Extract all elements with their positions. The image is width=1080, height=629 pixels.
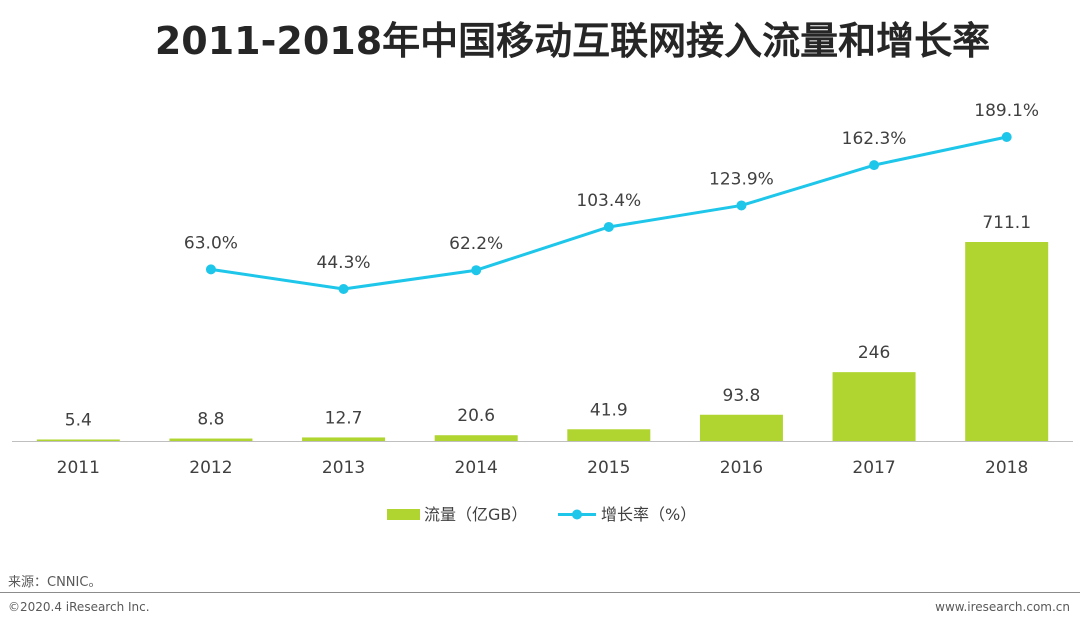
growth-label-2018: 189.1%: [974, 101, 1039, 121]
growth-point-2012: [205, 264, 216, 275]
legend-line-marker: [572, 509, 582, 520]
bar-2014: [434, 435, 518, 441]
growth-label-2017: 162.3%: [842, 129, 907, 149]
bar-label-2016: 93.8: [723, 386, 761, 406]
growth-point-2017: [869, 160, 880, 171]
bar-label-2011: 5.4: [65, 410, 92, 430]
bar-label-2015: 41.9: [590, 400, 628, 420]
legend-bar-swatch: [387, 509, 420, 520]
website-text: www.iresearch.com.cn: [935, 600, 1070, 614]
bar-label-2012: 8.8: [197, 410, 224, 430]
growth-label-2016: 123.9%: [709, 169, 774, 189]
growth-label-2012: 63.0%: [184, 233, 238, 253]
chart: 5.4 8.8 12.7 20.6 41.9 93.8 246 711.1 2011 2012 20…: [12, 101, 1073, 524]
copyright-text: ©2020.4 iResearch Inc.: [8, 600, 150, 614]
bar-2018: [965, 242, 1049, 441]
x-tick-2016: 2016: [720, 458, 763, 478]
x-tick-2012: 2012: [189, 458, 232, 478]
x-tick-2018: 2018: [985, 458, 1028, 478]
growth-point-2018: [1001, 132, 1012, 142]
growth-label-2013: 44.3%: [317, 253, 371, 273]
bar-label-2014: 20.6: [457, 406, 495, 426]
legend-bar-label: 流量（亿GB）: [424, 505, 527, 524]
bar-2011: [36, 439, 120, 441]
growth-label-2014: 62.2%: [449, 234, 503, 254]
growth-label-2015: 103.4%: [576, 191, 641, 211]
x-tick-2013: 2013: [322, 458, 365, 478]
bar-2016: [699, 414, 783, 441]
source-note: 来源：CNNIC。: [8, 575, 102, 590]
bar-2012: [169, 438, 253, 441]
bar-2013: [302, 437, 386, 441]
x-tick-2017: 2017: [852, 458, 895, 478]
footer-divider: [0, 592, 1080, 593]
bar-2015: [567, 429, 651, 441]
x-tick-2015: 2015: [587, 458, 630, 478]
bar-label-2013: 12.7: [325, 408, 363, 428]
bar-label-2017: 246: [858, 343, 890, 363]
bar-2017: [832, 372, 916, 441]
chart-title: 2011-2018年中国移动互联网接入流量和增长率: [154, 19, 991, 63]
x-tick-2014: 2014: [455, 458, 498, 478]
growth-point-2015: [603, 221, 614, 232]
x-tick-2011: 2011: [57, 458, 100, 478]
legend-line-label: 增长率（%）: [601, 505, 696, 524]
growth-point-2016: [736, 200, 747, 211]
growth-point-2014: [471, 265, 482, 276]
growth-point-2013: [338, 284, 349, 294]
bar-label-2018: 711.1: [982, 213, 1031, 233]
